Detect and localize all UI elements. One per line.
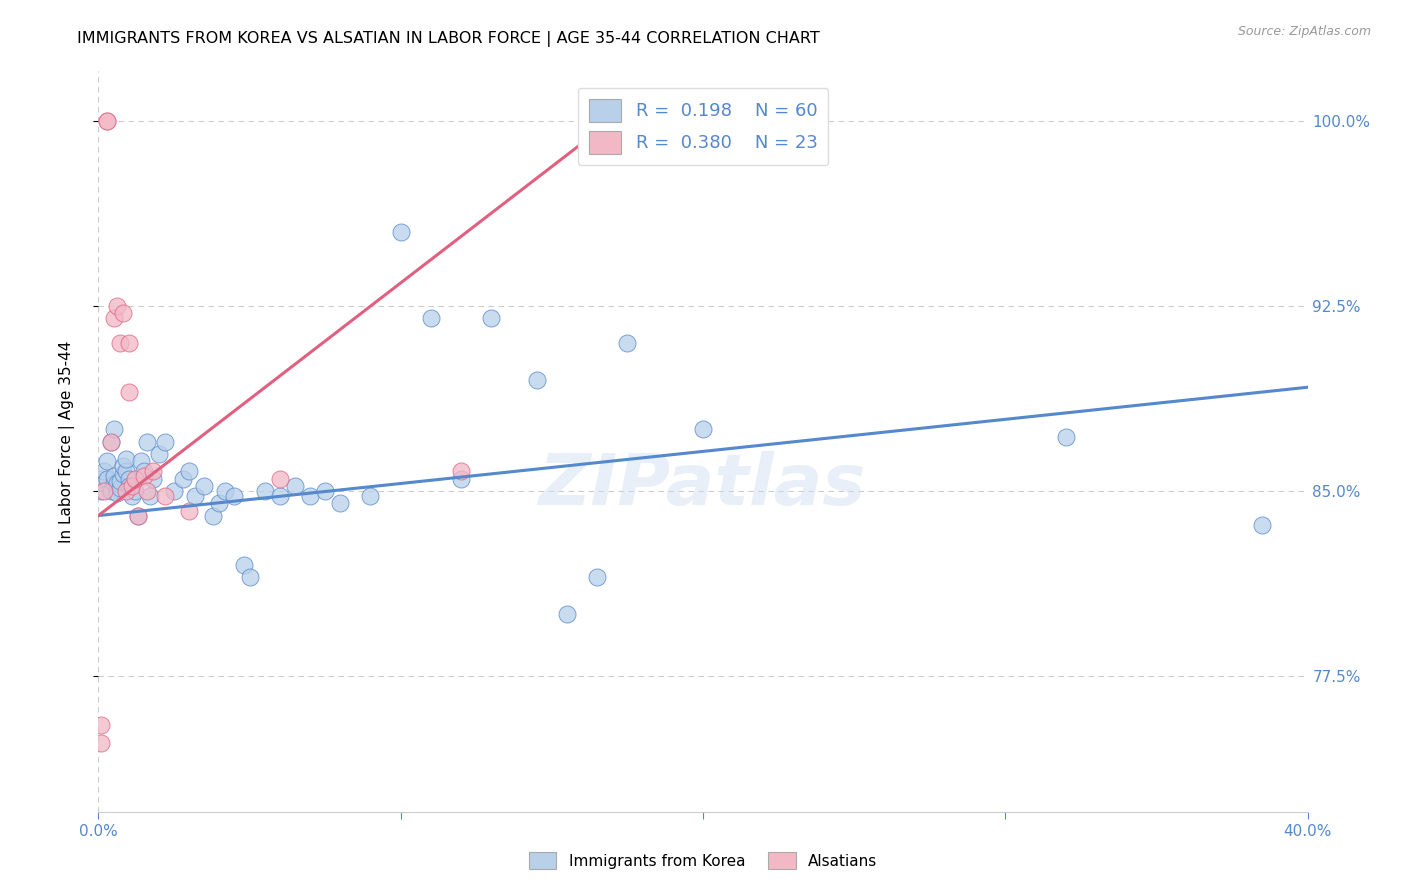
Point [1251,518,1274,533]
Point [96,113,118,128]
Point [90,718,112,732]
Point [124,483,146,498]
Point [214,483,236,498]
Point [616,335,638,350]
Point [96,113,118,128]
Point [93,464,115,478]
Point [232,558,254,572]
Point [329,496,352,510]
Point [299,489,322,503]
Point [100,434,122,449]
Legend: Immigrants from Korea, Alsatians: Immigrants from Korea, Alsatians [523,846,883,875]
Point [114,451,136,466]
Point [103,422,125,436]
Point [103,476,125,491]
Point [184,489,207,503]
Point [129,454,152,468]
Point [239,570,262,584]
Point [90,483,112,498]
Point [118,335,141,350]
Point [90,472,112,486]
Point [586,570,609,584]
Point [420,311,443,326]
Point [284,479,307,493]
Point [481,311,503,326]
Point [135,483,157,498]
Point [142,464,165,478]
Point [139,489,162,503]
Point [103,469,125,483]
Point [105,299,128,313]
Point [90,736,112,750]
Point [100,434,122,449]
Point [253,483,276,498]
Point [450,464,472,478]
Point [450,472,472,486]
Point [100,483,122,498]
Point [224,489,246,503]
Point [118,385,141,400]
Point [132,469,155,483]
Point [105,476,128,491]
Point [269,472,291,486]
Point [108,474,131,488]
Point [121,479,143,493]
Text: IMMIGRANTS FROM KOREA VS ALSATIAN IN LABOR FORCE | AGE 35-44 CORRELATION CHART: IMMIGRANTS FROM KOREA VS ALSATIAN IN LAB… [77,31,820,47]
Point [692,422,714,436]
Point [193,479,215,493]
Point [314,483,336,498]
Point [124,472,146,486]
Point [108,335,131,350]
Point [1054,429,1077,443]
Point [132,464,155,478]
Point [108,482,131,496]
Point [127,508,149,523]
Point [105,486,128,500]
Point [114,464,136,478]
Point [118,479,141,493]
Y-axis label: In Labor Force | Age 35-44: In Labor Force | Age 35-44 [59,341,75,542]
Point [111,306,134,320]
Point [96,472,118,486]
Point [179,464,201,478]
Point [93,476,115,491]
Point [153,434,176,449]
Point [148,447,170,461]
Text: ZIPatlas: ZIPatlas [540,451,866,520]
Point [142,472,165,486]
Point [269,489,291,503]
Point [121,489,143,503]
Legend: R =  0.198    N = 60, R =  0.380    N = 23: R = 0.198 N = 60, R = 0.380 N = 23 [578,87,828,165]
Point [93,483,115,498]
Point [163,483,186,498]
Point [114,483,136,498]
Point [389,225,412,239]
Point [172,472,194,486]
Point [360,489,382,503]
Point [179,503,201,517]
Point [111,467,134,481]
Point [111,459,134,474]
Point [526,373,548,387]
Point [135,434,157,449]
Point [127,508,149,523]
Point [202,508,225,523]
Point [153,489,176,503]
Point [118,472,141,486]
Point [103,311,125,326]
Point [96,454,118,468]
Text: Source: ZipAtlas.com: Source: ZipAtlas.com [1237,25,1371,38]
Point [208,496,231,510]
Point [555,607,578,622]
